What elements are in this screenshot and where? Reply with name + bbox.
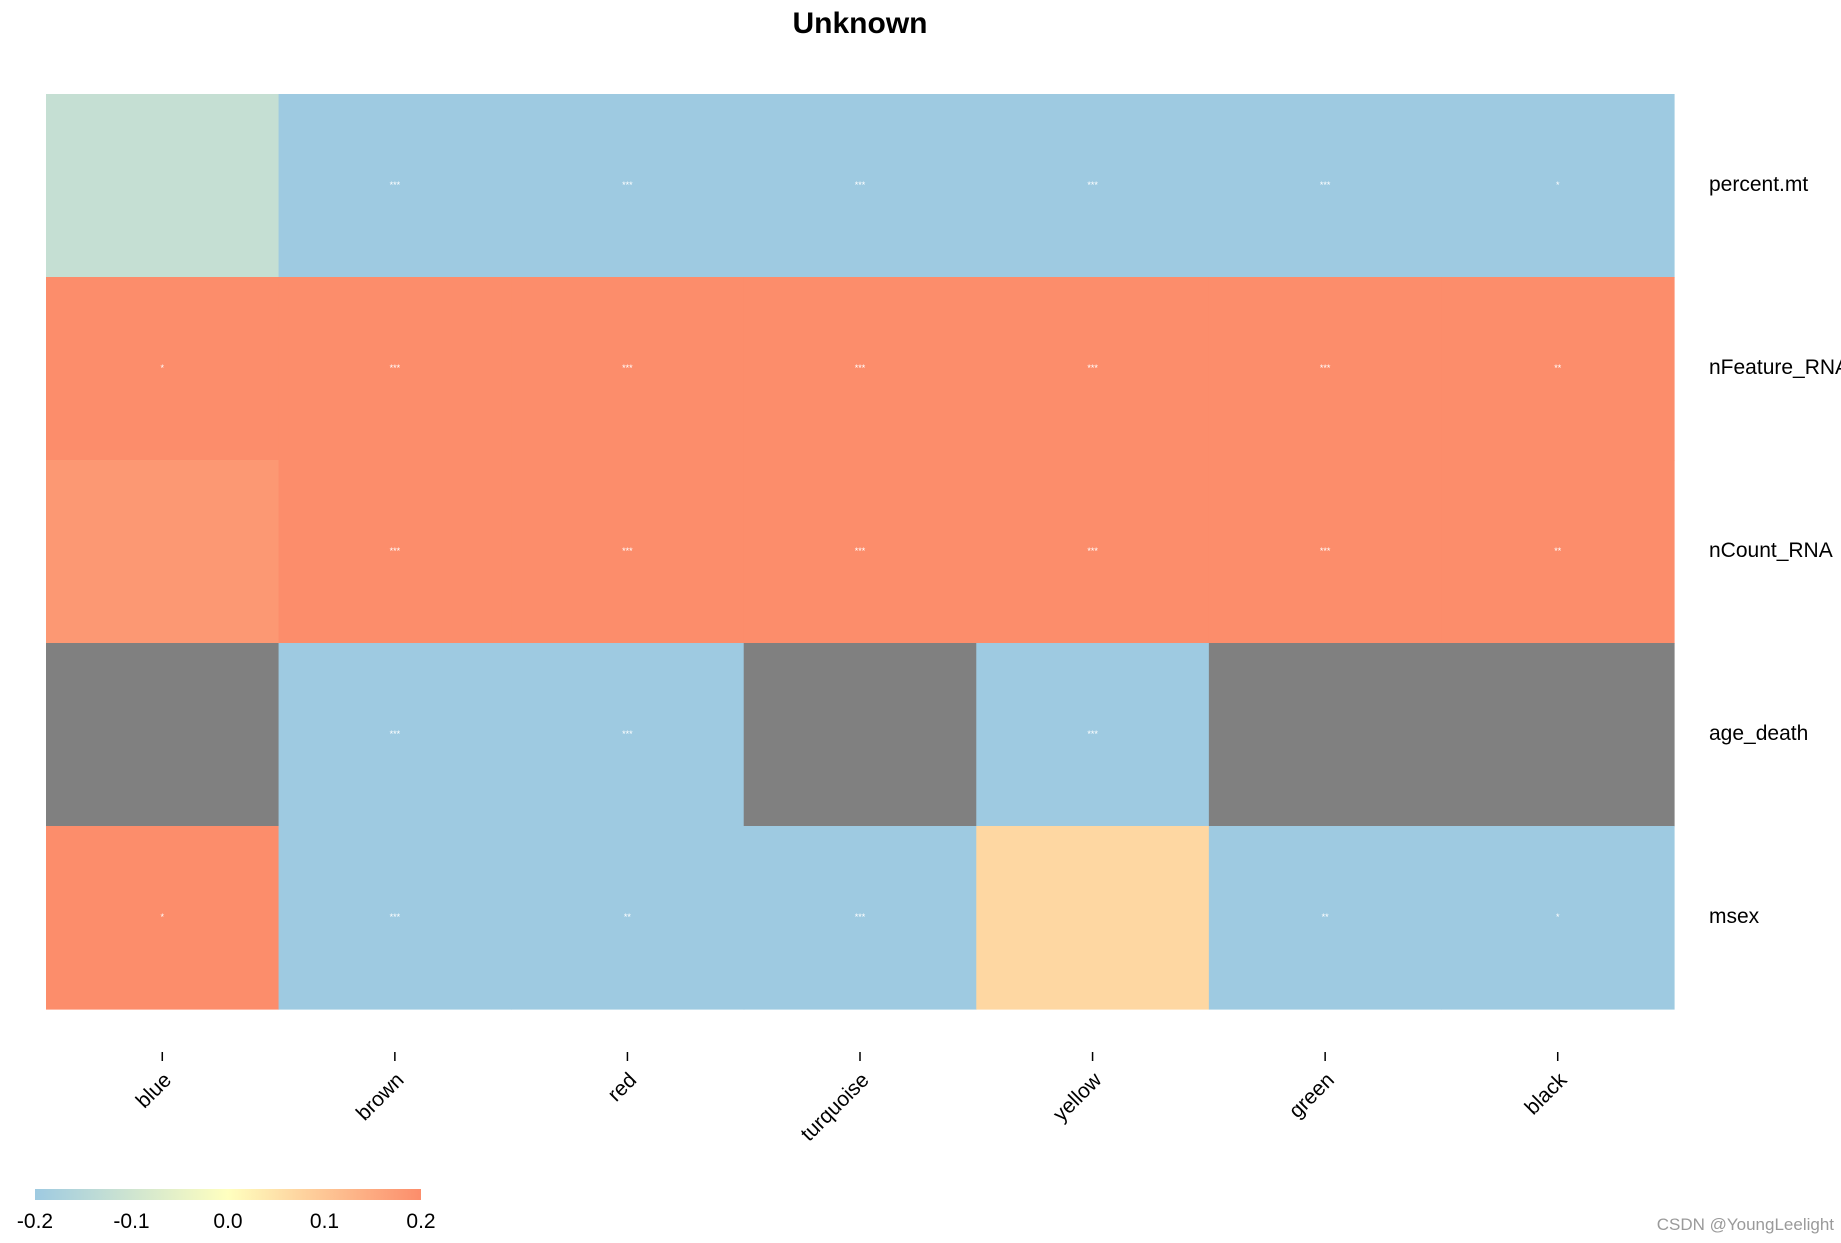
heatmap-cell	[46, 277, 280, 461]
cell-significance-label: **	[1554, 546, 1562, 556]
cell-significance-label: ***	[1087, 180, 1098, 190]
heatmap-cell	[511, 460, 745, 644]
heatmap-cell	[46, 643, 280, 827]
heatmap-cell	[1208, 460, 1443, 644]
heatmap-cell	[743, 826, 977, 1010]
row-label: age_death	[1709, 722, 1808, 745]
heatmap-cell	[976, 826, 1210, 1010]
watermark-text: CSDN @YoungLeelight	[1657, 1215, 1835, 1234]
heatmap-cell	[278, 460, 512, 644]
heatmap-cell	[1441, 94, 1675, 278]
column-label: brown	[352, 1068, 409, 1125]
heatmap-cell	[976, 643, 1210, 827]
cell-significance-label: *	[1556, 180, 1560, 190]
heatmap-cell	[1208, 94, 1443, 278]
color-legend: -0.2 -0.1 0.0 0.1 0.2	[17, 1189, 436, 1233]
heatmap-cell	[1208, 643, 1443, 827]
row-label: msex	[1709, 905, 1760, 928]
chart-title: Unknown	[793, 7, 928, 40]
cell-significance-label: ***	[1087, 729, 1098, 739]
heatmap-cell	[1441, 460, 1675, 644]
heatmap-cell	[278, 826, 512, 1010]
cell-significance-label: ***	[855, 546, 866, 556]
cell-significance-label: ***	[390, 546, 401, 556]
column-label: blue	[132, 1068, 176, 1112]
heatmap-cell	[278, 94, 512, 278]
column-label: green	[1285, 1068, 1339, 1122]
heatmap-cell	[1208, 277, 1443, 461]
heatmap-cell	[976, 277, 1210, 461]
cell-significance-label: ***	[622, 546, 633, 556]
cell-significance-label: ***	[390, 912, 401, 922]
heatmap-cell	[511, 277, 745, 461]
cell-significance-label: *	[161, 363, 165, 373]
heatmap-cell	[46, 826, 280, 1010]
heatmap-cell	[511, 643, 745, 827]
heatmap-cell	[976, 460, 1210, 644]
cell-significance-label: ***	[1087, 546, 1098, 556]
heatmap-cell	[743, 643, 977, 827]
column-label: turquoise	[796, 1068, 873, 1145]
heatmap-cell	[511, 826, 745, 1010]
legend-tick-label: -0.1	[113, 1210, 149, 1233]
legend-colorbar	[35, 1189, 421, 1200]
cell-significance-label: ***	[855, 912, 866, 922]
cell-significance-label: ***	[622, 729, 633, 739]
heatmap-cell	[1441, 277, 1675, 461]
cell-significance-label: *	[1556, 912, 1560, 922]
cell-significance-label: ***	[1087, 363, 1098, 373]
heatmap-cell	[976, 94, 1210, 278]
column-label: black	[1521, 1068, 1572, 1119]
cell-significance-label: **	[1322, 912, 1330, 922]
heatmap-cell	[511, 94, 745, 278]
legend-tick-label: 0.2	[406, 1210, 435, 1233]
cell-significance-label: ***	[1320, 546, 1331, 556]
row-label: nFeature_RNA	[1709, 356, 1841, 379]
heatmap-cell	[1441, 826, 1675, 1010]
heatmap-cell	[743, 94, 977, 278]
column-labels: blue brown red turquoise yellow green black	[132, 1052, 1572, 1146]
heatmap-cell-labels: *** *** *** *** *** ** *** *** *** *** *** ***** ***…	[161, 180, 1562, 922]
cell-significance-label: ***	[1320, 363, 1331, 373]
heatmap-cell	[743, 460, 977, 644]
heatmap-cell	[278, 277, 512, 461]
cell-significance-label: ***	[390, 729, 401, 739]
cell-significance-label: ***	[390, 363, 401, 373]
heatmap-cell	[46, 94, 280, 278]
row-labels: percent.mt nFeature_RNA nCount_RNA age_deat…	[1709, 173, 1841, 928]
heatmap-cell	[46, 460, 280, 644]
cell-significance-label: ***	[622, 363, 633, 373]
legend-tick-label: 0.1	[310, 1210, 339, 1233]
heatmap-cells	[46, 94, 1675, 1010]
cell-significance-label: ***	[622, 180, 633, 190]
row-label: nCount_RNA	[1709, 539, 1833, 562]
cell-significance-label: **	[624, 912, 632, 922]
heatmap-cell	[743, 277, 977, 461]
cell-significance-label: ***	[855, 363, 866, 373]
cell-significance-label: ***	[1320, 180, 1331, 190]
row-label: percent.mt	[1709, 173, 1808, 196]
heatmap-cell	[1208, 826, 1443, 1010]
column-label: red	[603, 1068, 641, 1106]
heatmap-cell	[1441, 643, 1675, 827]
legend-tick-label: -0.2	[17, 1210, 53, 1233]
cell-significance-label: **	[1554, 363, 1562, 373]
column-label: yellow	[1049, 1068, 1107, 1126]
cell-significance-label: *	[161, 912, 165, 922]
cell-significance-label: ***	[855, 180, 866, 190]
heatmap-cell	[278, 643, 512, 827]
legend-tick-label: 0.0	[213, 1210, 242, 1233]
cell-significance-label: ***	[390, 180, 401, 190]
